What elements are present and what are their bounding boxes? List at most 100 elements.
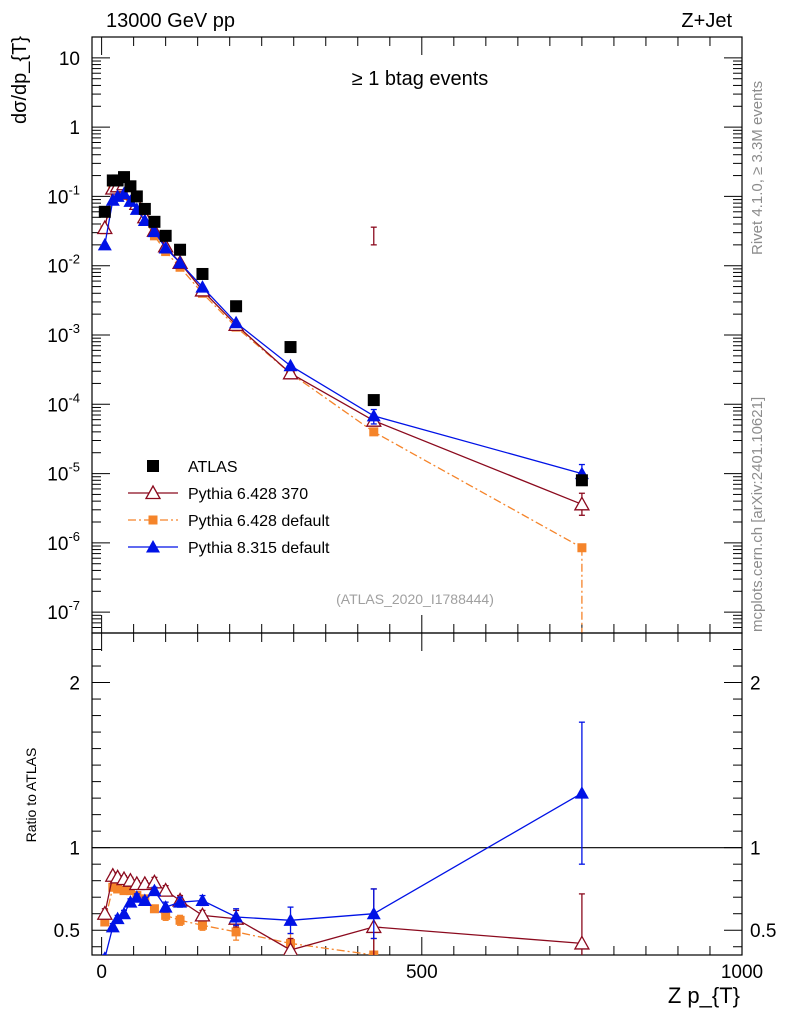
main-point-p8_default — [123, 194, 138, 207]
x-tick-label: 0 — [96, 962, 107, 983]
legend-label-p6_370: Pythia 6.428 370 — [188, 486, 308, 503]
main-y-tick-label: 10-2 — [47, 252, 80, 278]
main-point-data — [159, 229, 172, 242]
main-y-tick-label: 10-7 — [47, 598, 80, 624]
main-point-data — [98, 205, 111, 218]
main-plot-title: ≥ 1 btag events — [352, 68, 489, 90]
main-plot: 10 1 10-1 10-2 10-3 10-4 10-5 10-6 10-7 ≥ 1 btag… — [47, 36, 743, 634]
main-point-data — [124, 180, 137, 193]
ratio-point-p6_370 — [157, 882, 174, 897]
main-point-data — [196, 267, 209, 280]
ratio-point-p6_default — [231, 927, 241, 937]
ratio-point-p8_default — [195, 893, 210, 907]
analysis-id-label: (ATLAS_2020_I1788444) — [336, 591, 494, 607]
ratio-series — [96, 721, 591, 955]
ratio-point-p8_default — [574, 786, 589, 799]
main-series — [96, 171, 591, 633]
x-tick-label: 500 — [406, 962, 438, 983]
main-point-p6_default — [369, 427, 379, 437]
ratio-point-p8_default — [229, 910, 244, 923]
main-y-tick-label: 1 — [69, 118, 80, 139]
main-point-p6_default — [577, 543, 587, 553]
ratio-point-p6_default — [100, 917, 110, 927]
ratio-point-p6_default — [113, 884, 123, 894]
ratio-point-p6_370 — [96, 905, 113, 920]
ratio-line-p6_370 — [104, 874, 582, 951]
legend-marker-p6_default — [148, 515, 158, 525]
ratio-point-p8_default — [366, 906, 381, 920]
main-point-data — [130, 190, 143, 203]
process-label: Z+Jet — [681, 10, 732, 32]
legend-label-p8_default: Pythia 8.315 default — [188, 540, 330, 557]
ratio-y-tick-label-right: 2 — [750, 674, 761, 695]
ratio-y-tick-label-left: 2 — [69, 674, 80, 695]
ratio-plot-frame — [91, 632, 743, 956]
main-point-data — [230, 300, 243, 313]
main-point-p6_370 — [573, 495, 591, 511]
ratio-line-p8_default — [104, 792, 583, 955]
ratio-point-p8_default — [283, 913, 298, 926]
ratio-point-p8_default — [147, 883, 162, 897]
legend-marker-p6_370 — [144, 484, 162, 500]
ratio-y-tick-label-right: 1 — [750, 839, 761, 860]
main-point-data — [148, 215, 161, 228]
ratio-point-p6_default — [119, 886, 129, 896]
main-y-tick-label: 10-6 — [47, 529, 80, 555]
main-line-p8_default — [104, 192, 583, 475]
ratio-point-p6_370 — [573, 935, 591, 950]
ratio-y-axis-label: Ratio to ATLAS — [23, 748, 39, 843]
ratio-point-p6_default — [149, 904, 159, 914]
main-point-p8_default — [147, 224, 162, 238]
ratio-point-p6_370 — [283, 941, 298, 955]
main-y-tick-label: 10-5 — [47, 460, 80, 486]
ratio-y-tick-label-left: 1 — [69, 839, 80, 860]
ratio-point-p6_default — [175, 915, 185, 925]
legend-marker-p8_default — [146, 540, 160, 553]
ratio-point-p8_default — [105, 919, 120, 933]
ratio-point-p6_default — [197, 920, 207, 930]
main-point-p6_370 — [282, 364, 299, 380]
ratio-point-p8_default — [158, 900, 173, 913]
main-point-p8_default — [283, 358, 298, 372]
ratio-point-p6_default — [108, 882, 118, 892]
main-line-p6_370 — [104, 183, 583, 505]
main-point-data — [138, 202, 151, 215]
main-point-p8_default — [97, 237, 112, 251]
ratio-point-p6_370 — [194, 907, 211, 922]
ratio-point-p8_default — [129, 890, 144, 903]
main-point-p8_default — [137, 213, 152, 226]
legend-label-data: ATLAS — [188, 459, 238, 476]
rivet-version-label: Rivet 4.1.0, ≥ 3.3M events — [749, 81, 766, 255]
ratio-point-p8_default — [123, 895, 138, 908]
main-point-p8_default — [117, 186, 132, 200]
x-axis-label: Z p_{T} — [668, 983, 740, 1008]
main-point-p6_370 — [96, 219, 113, 235]
main-point-p8_default — [173, 255, 188, 269]
main-point-data — [174, 243, 187, 256]
main-point-p8_default — [229, 315, 244, 329]
ratio-point-p8_default — [110, 911, 125, 925]
main-y-tick-label: 10-4 — [47, 390, 80, 416]
main-y-tick-label: 10 — [59, 49, 80, 70]
ratio-series-group — [96, 721, 591, 955]
ratio-point-p6_default — [161, 910, 171, 920]
legend-marker-data — [147, 460, 159, 472]
main-point-data — [367, 394, 380, 407]
mcplots-label: mcplots.cern.ch [arXiv:2401.10621] — [749, 397, 766, 632]
ratio-y-tick-label-right: 0.5 — [750, 921, 776, 942]
ratio-point-p8_default — [137, 893, 152, 907]
ratio-point-p8_default — [117, 906, 132, 920]
ratio-point-p6_default — [125, 886, 135, 896]
ratio-axis-ticks: 0.5 0.5 1 1 2 2 0 500 1000 — [54, 633, 776, 983]
legend: ATLAS Pythia 6.428 370 Pythia 6.428 defaul… — [128, 459, 330, 557]
x-tick-label: 1000 — [721, 962, 763, 983]
main-point-p8_default — [195, 280, 210, 293]
legend-label-p6_default: Pythia 6.428 default — [188, 513, 330, 530]
ratio-line-p6_default — [104, 886, 374, 955]
main-y-axis-label: dσ/dp_{T} — [9, 36, 31, 124]
ratio-point-p8_default — [102, 951, 107, 955]
main-point-p8_default — [158, 241, 173, 254]
main-y-tick-label: 10-1 — [47, 182, 80, 208]
main-y-tick-label: 10-3 — [47, 321, 80, 347]
